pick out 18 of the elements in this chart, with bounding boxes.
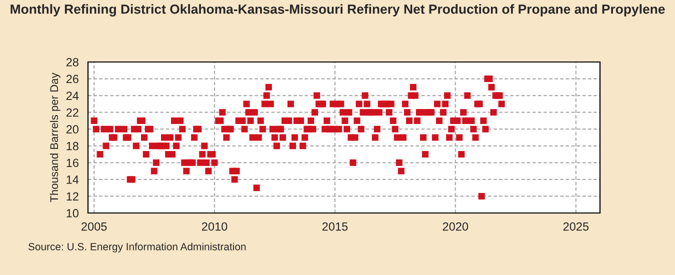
y-tick-label: 28 [66,58,78,66]
x-tick-label: 2015 [322,222,348,231]
y-tick-label: 22 [66,108,78,117]
y-tick-label: 10 [66,209,79,218]
y-tick-label: 18 [66,142,78,150]
y-axis-title: Thousand Barrels per Day [50,72,60,202]
y-tick-label: 26 [66,74,78,84]
y-tick-label: 24 [66,92,79,100]
y-tick-label: 16 [66,158,78,168]
x-tick-label: 2010 [202,222,228,231]
x-tick-label: 2020 [442,222,468,231]
chart-title: Monthly Refining District Oklahoma-Kansas-Missouri Refinery Net Production of Propane and Propylene [10,4,665,16]
y-tick-label: 12 [66,192,78,200]
x-tick-label: 2005 [82,222,107,231]
x-tick-label: 2025 [563,222,589,231]
y-tick-label: 20 [66,125,79,134]
source-note: Source: U.S. Energy Information Administration [28,242,246,252]
y-tick-label: 14 [66,176,79,184]
